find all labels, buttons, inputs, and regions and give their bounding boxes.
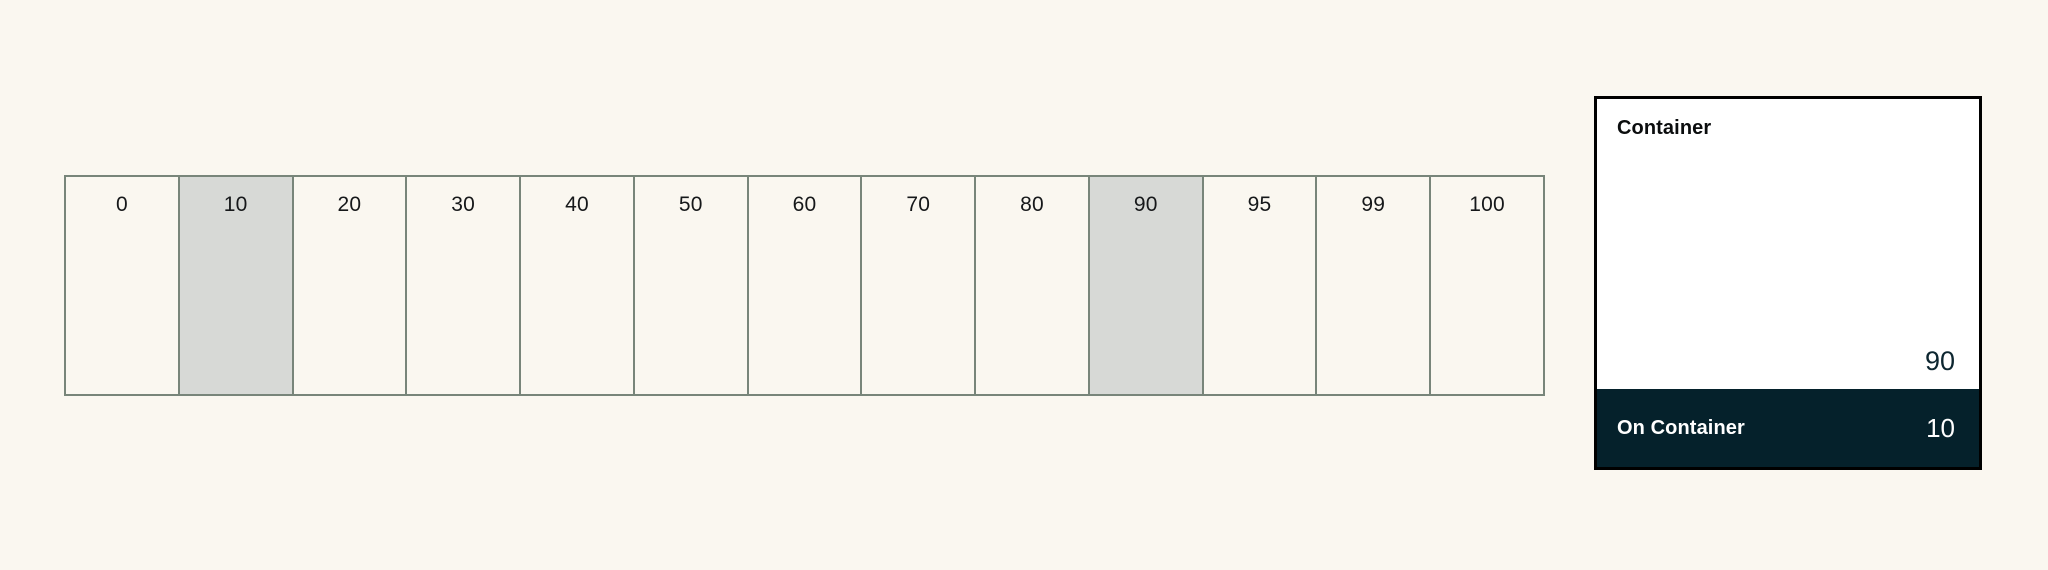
container-panel-body: Container 90 [1597,99,1979,389]
scale-cell-label: 10 [223,193,248,216]
scale-cell[interactable]: 100 [1431,177,1543,394]
scale-cell[interactable]: 30 [407,177,522,394]
scale-cell[interactable]: 10 [179,177,294,394]
scale-cell[interactable]: 20 [293,177,408,394]
scale-cell-label: 95 [1247,193,1272,216]
scale-cell[interactable]: 50 [634,177,749,394]
container-panel-value: 90 [1924,346,1955,376]
scale-cell-label: 90 [1133,193,1158,216]
scale-cell[interactable]: 90 [1089,177,1204,394]
scale-cell[interactable]: 80 [976,177,1090,394]
scale-cell-label: 50 [678,193,703,216]
scale-cell-label: 70 [906,193,931,216]
container-panel-title: Container [1617,117,1712,139]
scale-cell[interactable]: 70 [862,177,977,394]
scale-cell-label: 0 [115,193,128,216]
scale-cell[interactable]: 60 [748,177,863,394]
scale-cell-label: 40 [565,193,589,216]
scale-cell-label: 99 [1361,193,1386,216]
scale-strip: 0 10 20 30 40 50 60 70 80 90 95 99 100 [64,175,1545,396]
scale-cell-label: 80 [1020,193,1044,216]
scale-cell[interactable]: 0 [66,177,180,394]
scale-cell[interactable]: 40 [521,177,635,394]
on-container-label: On Container [1617,416,1745,439]
scale-cell[interactable]: 99 [1317,177,1432,394]
on-container-value: 10 [1926,413,1955,443]
scale-cell-label: 20 [337,193,362,216]
scale-cell[interactable]: 95 [1203,177,1318,394]
container-panel: Container 90 On Container 10 [1594,96,1982,470]
scale-cell-label: 100 [1469,193,1505,216]
on-container-footer: On Container 10 [1597,389,1979,467]
scale-cell-label: 30 [451,193,476,216]
scale-cell-label: 60 [792,193,817,216]
